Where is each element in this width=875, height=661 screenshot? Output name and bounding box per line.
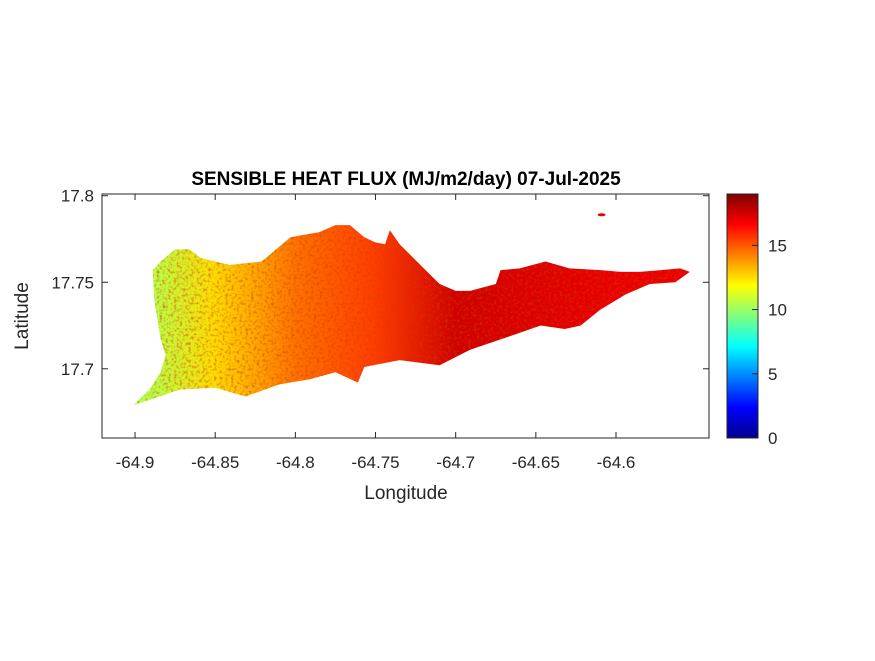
colorbar-tick-label: 0 <box>768 429 777 448</box>
x-tick-label: -64.9 <box>116 453 155 472</box>
islet-cell <box>597 213 606 217</box>
island-texture <box>133 225 690 406</box>
colorbar <box>726 193 759 439</box>
colorbar-tick-label: 5 <box>768 365 777 384</box>
x-tick-label: -64.7 <box>436 453 475 472</box>
y-tick-label: 17.7 <box>61 360 94 379</box>
y-axis-label: Latitude <box>12 282 33 350</box>
plot-area <box>133 213 690 406</box>
chart-title: SENSIBLE HEAT FLUX (MJ/m2/day) 07-Jul-20… <box>191 169 621 190</box>
y-tick-label: 17.8 <box>61 187 94 206</box>
axes-box <box>101 193 710 439</box>
y-tick-label: 17.75 <box>51 273 94 292</box>
x-tick-label: -64.8 <box>276 453 315 472</box>
x-tick-label: -64.65 <box>512 453 560 472</box>
colorbar-tick-label: 10 <box>768 301 787 320</box>
x-tick-label: -64.6 <box>597 453 636 472</box>
x-tick-label: -64.75 <box>351 453 399 472</box>
colorbar-tick-label: 15 <box>768 236 787 255</box>
x-axis-label: Longitude <box>364 483 447 504</box>
x-tick-label: -64.85 <box>191 453 239 472</box>
